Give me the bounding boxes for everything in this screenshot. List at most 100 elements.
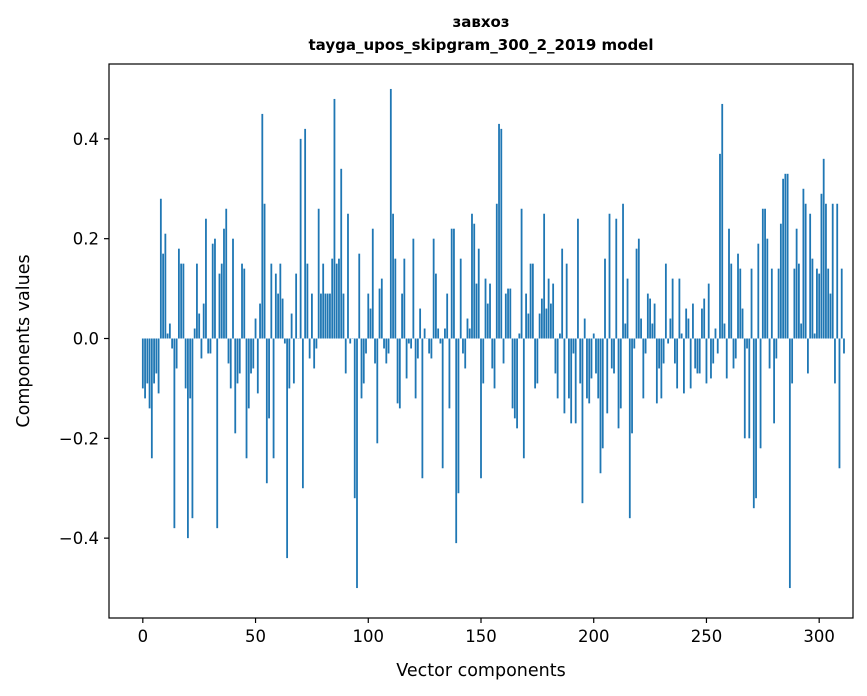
bar-305: [829, 293, 832, 339]
bar-23: [193, 328, 196, 339]
bar-148: [475, 283, 478, 339]
bar-14: [173, 338, 176, 529]
x-axis-ticks: 0 50 100 150 200 250 300: [138, 618, 835, 646]
bar-109: [387, 338, 390, 354]
bar-137: [450, 228, 453, 339]
bar-168: [520, 208, 523, 339]
bar-259: [725, 338, 728, 379]
bar-172: [529, 263, 532, 339]
bar-258: [723, 323, 726, 339]
bar-295: [807, 338, 809, 374]
bar-86: [335, 263, 338, 339]
bar-28: [205, 218, 207, 339]
bar-58: [272, 338, 275, 459]
bar-176: [538, 313, 541, 339]
bar-102: [371, 228, 374, 339]
bar-232: [664, 263, 667, 339]
bar-270: [750, 268, 753, 339]
bar-235: [671, 278, 674, 339]
bar-210: [615, 218, 618, 339]
bar-16: [177, 248, 180, 339]
bar-26: [200, 338, 203, 359]
bar-239: [680, 333, 683, 339]
bar-269: [748, 338, 751, 439]
bar-150: [480, 338, 482, 479]
bar-256: [719, 153, 721, 339]
bar-133: [441, 338, 444, 469]
bar-65: [288, 338, 291, 389]
bar-97: [360, 338, 363, 399]
bar-200: [592, 333, 595, 339]
bar-91: [347, 213, 349, 339]
bar-244: [692, 303, 694, 339]
bar-120: [412, 238, 415, 339]
bar-204: [601, 338, 604, 449]
bar-184: [556, 338, 559, 399]
bar-156: [493, 338, 496, 389]
bar-166: [516, 338, 518, 429]
bar-307: [834, 338, 836, 384]
bar-83: [329, 293, 331, 339]
bar-4: [150, 338, 153, 459]
bar-207: [608, 213, 611, 339]
bar-263: [734, 338, 737, 359]
bar-107: [383, 338, 385, 349]
bar-33: [216, 338, 219, 529]
y-tick-label: 0.0: [73, 330, 99, 349]
bar-177: [540, 298, 543, 339]
bar-45: [243, 268, 246, 339]
bar-278: [768, 338, 771, 369]
bar-31: [211, 243, 214, 339]
x-tick-label: 0: [138, 627, 149, 646]
bar-196: [583, 318, 586, 339]
bar-99: [365, 338, 367, 354]
bar-173: [531, 263, 534, 339]
bar-221: [640, 318, 642, 339]
bar-253: [712, 338, 715, 364]
bar-118: [407, 338, 410, 344]
bar-296: [809, 213, 812, 339]
bar-294: [804, 203, 807, 339]
bar-37: [225, 208, 228, 339]
x-tick-label: 150: [465, 627, 497, 646]
bar-228: [655, 338, 658, 404]
bar-100: [367, 293, 370, 339]
bar-71: [301, 338, 304, 489]
bar-266: [741, 308, 744, 339]
bar-72: [304, 128, 307, 339]
y-tick-label: −0.2: [59, 429, 99, 448]
bar-240: [683, 338, 685, 394]
bar-290: [795, 228, 798, 339]
bar-288: [791, 338, 794, 384]
bar-201: [595, 338, 597, 374]
bar-163: [509, 288, 512, 339]
bar-113: [396, 338, 399, 404]
bar-310: [840, 268, 843, 339]
bar-106: [380, 278, 383, 339]
bar-96: [358, 253, 361, 339]
bar-205: [604, 258, 606, 339]
bar-73: [306, 263, 309, 339]
bar-276: [764, 208, 766, 339]
bar-219: [635, 248, 638, 339]
x-tick-label: 100: [353, 627, 385, 646]
bar-212: [619, 338, 622, 409]
bar-6: [155, 338, 158, 374]
bar-145: [468, 328, 471, 339]
bar-49: [252, 338, 255, 369]
bar-224: [646, 293, 649, 339]
bar-34: [218, 273, 221, 339]
bar-241: [685, 308, 688, 339]
bar-144: [466, 318, 469, 339]
bar-272: [755, 338, 757, 499]
bar-282: [777, 268, 780, 339]
bar-143: [464, 338, 467, 369]
bar-303: [825, 203, 827, 339]
bar-20: [187, 338, 189, 539]
bar-267: [743, 338, 746, 439]
bar-268: [746, 338, 748, 349]
bar-223: [644, 338, 647, 354]
bar-56: [268, 338, 270, 419]
bar-255: [716, 338, 719, 354]
bar-36: [223, 228, 225, 339]
